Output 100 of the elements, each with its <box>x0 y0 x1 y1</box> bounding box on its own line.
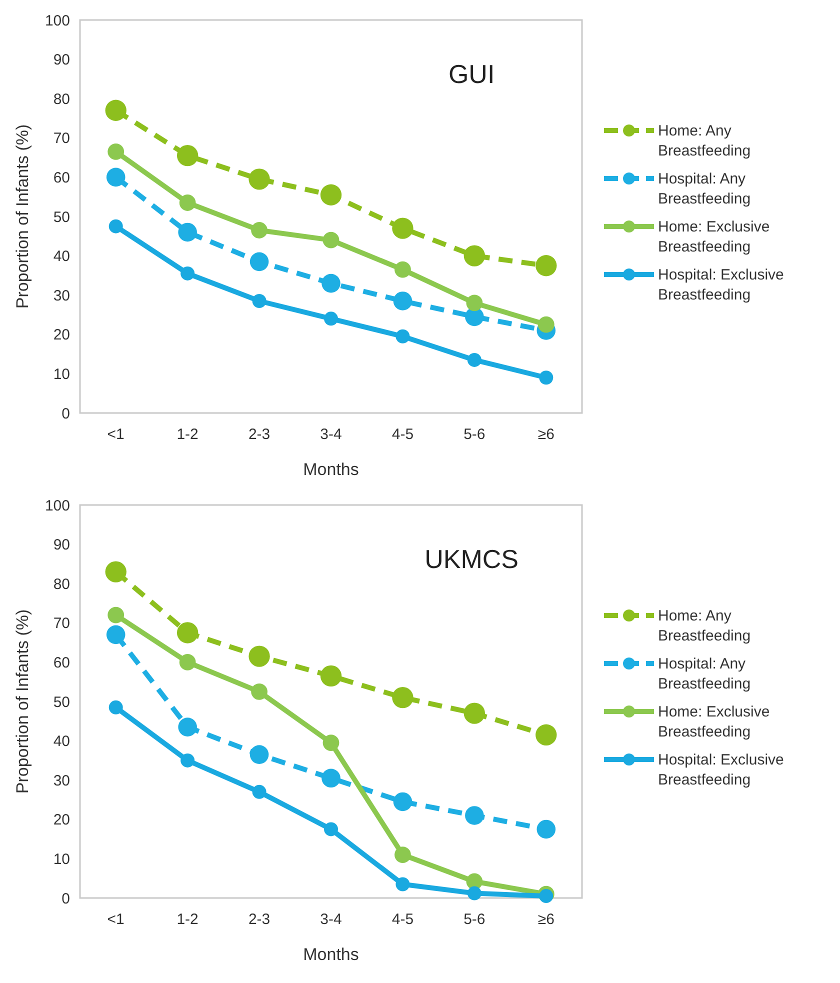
x-tick-label: 4-5 <box>392 426 414 443</box>
point <box>467 352 482 367</box>
point <box>322 274 340 293</box>
legend-label: Home: Any Breastfeeding <box>658 122 751 160</box>
point <box>322 232 340 248</box>
point <box>465 806 484 825</box>
point <box>392 686 414 708</box>
legend-label: Hospital: Any Breastfeeding <box>658 656 751 692</box>
point <box>105 100 126 121</box>
y-tick-label: 100 <box>44 12 70 30</box>
point <box>393 792 412 812</box>
x-tick-label: 2-3 <box>248 911 270 928</box>
x-tick-label: <1 <box>107 426 124 443</box>
point <box>250 745 269 764</box>
point <box>320 665 342 687</box>
x-tick-label: 3-4 <box>320 911 342 928</box>
y-tick-label: 100 <box>44 497 70 514</box>
y-tick-label: 0 <box>62 405 70 422</box>
y-tick-label: 10 <box>53 366 70 383</box>
point <box>320 184 342 206</box>
point <box>322 734 340 751</box>
x-axis-title: Months <box>303 460 359 479</box>
x-tick-label: <1 <box>107 911 124 928</box>
legend-label: Hospital: Exclusive Breastfeeding <box>658 266 784 304</box>
point <box>108 700 123 714</box>
point <box>251 222 268 238</box>
point <box>176 145 198 166</box>
point <box>248 646 270 667</box>
point <box>178 222 197 242</box>
point <box>106 625 126 644</box>
point <box>250 252 269 272</box>
point <box>252 784 266 799</box>
point <box>536 820 556 839</box>
y-tick-label: 20 <box>53 812 70 829</box>
point <box>396 877 410 892</box>
point <box>536 255 557 276</box>
point <box>465 307 484 326</box>
point <box>251 683 268 700</box>
point <box>464 245 486 266</box>
point <box>394 261 411 278</box>
point <box>467 886 482 900</box>
y-axis-title: Proportion of Infants (%) <box>13 609 32 794</box>
point <box>180 266 195 280</box>
point <box>176 622 198 644</box>
y-tick-label: 0 <box>62 890 70 908</box>
y-tick-label: 20 <box>53 326 70 344</box>
x-tick-label: 1-2 <box>176 911 198 928</box>
legend-label: Home: Any Breastfeeding <box>658 608 751 644</box>
y-tick-label: 40 <box>53 248 70 266</box>
point <box>536 724 557 746</box>
point <box>394 846 411 863</box>
point <box>248 168 270 190</box>
point <box>324 822 338 836</box>
y-tick-label: 30 <box>53 287 70 304</box>
point <box>108 219 123 234</box>
point <box>108 606 124 624</box>
x-tick-label: 5-6 <box>464 426 486 443</box>
point <box>539 889 554 904</box>
point <box>179 194 196 211</box>
y-tick-label: 10 <box>53 850 70 868</box>
point <box>180 753 195 768</box>
legend-label: Home: Exclusive Breastfeeding <box>658 218 770 256</box>
point <box>539 370 554 385</box>
point <box>464 702 486 724</box>
y-tick-label: 70 <box>53 615 70 632</box>
point <box>396 329 410 344</box>
y-tick-label: 90 <box>53 52 70 69</box>
point <box>106 168 126 187</box>
point <box>322 768 340 788</box>
x-tick-label: 5-6 <box>464 911 486 928</box>
y-tick-label: 80 <box>53 576 70 593</box>
x-tick-label: 3-4 <box>320 426 342 443</box>
y-tick-label: 50 <box>53 208 70 226</box>
point <box>108 143 124 160</box>
y-tick-label: 60 <box>53 169 70 186</box>
y-tick-label: 70 <box>53 130 70 148</box>
point <box>538 316 554 333</box>
x-tick-label: 1-2 <box>176 426 198 443</box>
y-tick-label: 30 <box>53 772 70 790</box>
y-axis-title: Proportion of Infants (%) <box>13 124 32 309</box>
y-tick-label: 80 <box>53 90 70 108</box>
y-tick-label: 40 <box>53 733 70 750</box>
y-tick-label: 90 <box>53 536 70 554</box>
legend-label: Home: Exclusive Breastfeeding <box>658 704 770 740</box>
text: UKMCS <box>424 544 519 574</box>
point <box>324 312 338 326</box>
x-tick-label: 2-3 <box>248 426 270 443</box>
point <box>252 294 266 308</box>
point <box>105 561 126 582</box>
point <box>178 718 197 736</box>
text: GUI <box>448 58 495 89</box>
point <box>392 218 414 239</box>
x-tick-label: 4-5 <box>392 911 414 928</box>
legend-label: Hospital: Exclusive Breastfeeding <box>658 752 784 788</box>
point <box>179 654 196 670</box>
x-tick-label: ≥6 <box>538 911 554 928</box>
legend-label: Hospital: Any Breastfeeding <box>658 170 751 208</box>
y-tick-label: 50 <box>53 694 70 711</box>
point <box>393 292 412 310</box>
y-tick-label: 60 <box>53 654 70 672</box>
